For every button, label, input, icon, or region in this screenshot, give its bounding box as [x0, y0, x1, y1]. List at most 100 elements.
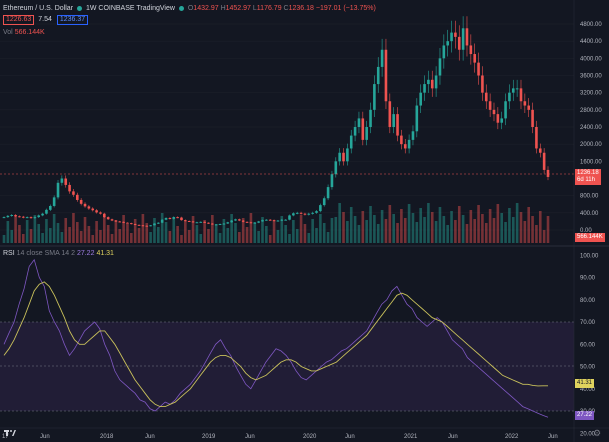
candle-body	[21, 216, 25, 218]
symbol-title[interactable]: Ethereum / U.S. Dollar	[3, 5, 74, 12]
volume-bar	[203, 220, 206, 243]
tradingview-logo-icon[interactable]	[4, 429, 16, 439]
candle-body	[419, 92, 422, 106]
candle-body	[457, 36, 461, 50]
symbol-legend[interactable]: Ethereum / U.S. Dollar 1W COINBASE Tradi…	[3, 4, 376, 13]
rsi-axis[interactable]: 100.0090.0080.0070.0060.0050.0040.0030.0…	[580, 253, 599, 437]
rsi-tag-value: 27.22	[577, 412, 593, 418]
volume-bar	[226, 228, 230, 243]
candle-body	[222, 223, 226, 225]
candle-body	[126, 222, 129, 224]
volume-bar	[211, 215, 214, 243]
volume-bar	[315, 228, 318, 243]
volume-bar	[511, 217, 515, 243]
volume-bar	[79, 231, 83, 243]
rsi-legend[interactable]: RSI 14 close SMA 14 2 27.22 41.31	[3, 249, 114, 258]
volume-bar	[122, 215, 125, 243]
candle-body	[64, 178, 68, 185]
volume-bar	[477, 205, 480, 243]
candle-body	[6, 215, 10, 218]
volume-bar	[415, 222, 419, 243]
volume-bar	[168, 231, 172, 243]
price-tick-label: 2400.00	[580, 125, 602, 131]
candle-body	[214, 224, 218, 226]
candle-body	[48, 205, 52, 210]
price-tick-label: 3200.00	[580, 91, 602, 97]
candle-body	[415, 105, 419, 132]
volume-bar	[99, 230, 102, 243]
time-tick-label: Jun	[245, 434, 255, 440]
low-label: L	[252, 5, 257, 12]
candle-body	[531, 109, 534, 127]
candle-body	[68, 184, 71, 192]
candle-body	[538, 148, 542, 153]
candle-body	[400, 135, 403, 145]
volume-bar	[295, 229, 299, 243]
volume-bar	[114, 220, 118, 243]
candle-body	[438, 58, 442, 76]
rsi-sma-tag-value: 41.31	[577, 380, 593, 386]
volume-bar	[334, 217, 338, 243]
candle-body	[338, 152, 341, 162]
candle-body	[83, 203, 87, 207]
volume-tag: 566.144K	[575, 233, 605, 242]
volume-bar	[515, 203, 519, 243]
candle-body	[211, 223, 214, 225]
time-axis[interactable]: 17 Jun 2018 Jun 2019 Jun 2020 Jun 2021 Jun 2022 Jun	[2, 434, 558, 440]
rsi-tick-label: 90.00	[580, 276, 596, 282]
price-axis[interactable]: 4800.00 4400.00 4000.00 3600.00 3200.00 2800.…	[580, 22, 602, 234]
volume-bar	[484, 223, 488, 243]
candle-body	[249, 222, 253, 224]
rsi-tick-label: 20.00	[580, 431, 596, 437]
volume-tag-value: 566.144K	[577, 234, 603, 240]
volume-bar	[527, 207, 531, 243]
candle-body	[477, 62, 480, 76]
candle-body	[172, 217, 176, 219]
ask-button[interactable]: 1236.37	[56, 15, 89, 25]
rsi-line	[3, 258, 549, 418]
candle-body	[33, 217, 37, 219]
candle-body	[446, 41, 449, 46]
volume-bar	[403, 218, 407, 243]
interval-label[interactable]: 1W	[85, 5, 97, 12]
candle-body	[2, 217, 6, 219]
volume-bar	[164, 222, 168, 243]
volume-bar	[106, 225, 110, 243]
candle-body	[268, 219, 272, 221]
volume-bar	[473, 219, 476, 243]
volume-bar	[535, 225, 538, 243]
candle-body	[157, 222, 160, 224]
candle-body	[238, 219, 241, 221]
last-price-tag: 1236.18 6d 11h	[575, 169, 601, 185]
rsi-sma-line	[3, 281, 548, 408]
volume-bar	[21, 234, 25, 243]
bid-button[interactable]: 1226.63	[3, 15, 35, 25]
volume-bar	[423, 217, 426, 243]
open-value: 1432.97	[193, 5, 219, 12]
price-grid	[0, 23, 574, 231]
rsi-tick-label: 80.00	[580, 298, 596, 304]
gear-icon[interactable]: ⚙	[593, 428, 602, 438]
volume-bar	[199, 234, 203, 243]
volume-bar	[249, 213, 253, 243]
volume-bar	[126, 224, 129, 243]
candle-body	[141, 225, 145, 227]
volume-bar	[546, 216, 550, 243]
candle-body	[41, 213, 44, 216]
volume-bar	[207, 229, 210, 243]
high-label: H	[220, 5, 226, 12]
change-value: −197.01 (−13.75%)	[315, 5, 376, 12]
volume-bar	[500, 213, 504, 243]
volume-legend[interactable]: Vol 566.144K	[3, 28, 45, 37]
candle-body	[234, 219, 237, 221]
candle-body	[434, 75, 438, 89]
volume-bar	[311, 219, 314, 243]
candle-body	[87, 206, 91, 209]
candle-body	[245, 221, 249, 223]
volume-bar	[469, 210, 473, 243]
volume-bar	[141, 214, 145, 243]
volume-bar	[265, 226, 268, 243]
volume-bar	[400, 209, 403, 243]
candle-body	[187, 220, 191, 222]
